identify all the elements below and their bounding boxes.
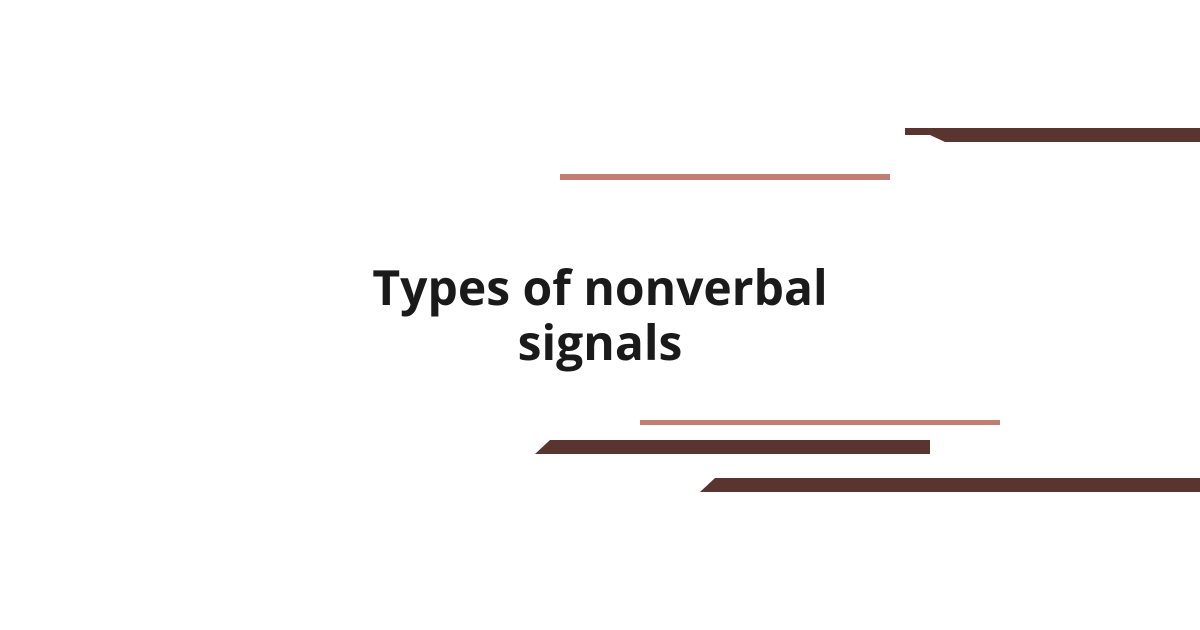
accent-top-dash-4 (898, 115, 958, 125)
accent-top-left-line-2 (49, 192, 331, 197)
accent-bottom-dark-bar-2 (700, 478, 1200, 496)
accent-top-left-line-1 (0, 178, 241, 183)
accent-top-dash-3 (878, 115, 890, 125)
banner-title: Types of nonverbal signals (0, 260, 1200, 370)
accent-top-dash-5 (966, 115, 1200, 125)
title-line-2: signals (0, 315, 1200, 370)
accent-top-dash-1 (840, 115, 852, 125)
accent-top-dash-2 (860, 115, 870, 125)
banner-canvas: Types of nonverbal signals (0, 0, 1200, 630)
accent-bottom-dark-bar-1 (530, 440, 930, 458)
title-line-1: Types of nonverbal (0, 260, 1200, 315)
accent-bottom-white-strip (700, 458, 1200, 474)
accent-top-dark-bar (905, 128, 1200, 148)
accent-bottom-mid-line (640, 420, 1000, 425)
accent-top-mid-line (560, 174, 890, 180)
